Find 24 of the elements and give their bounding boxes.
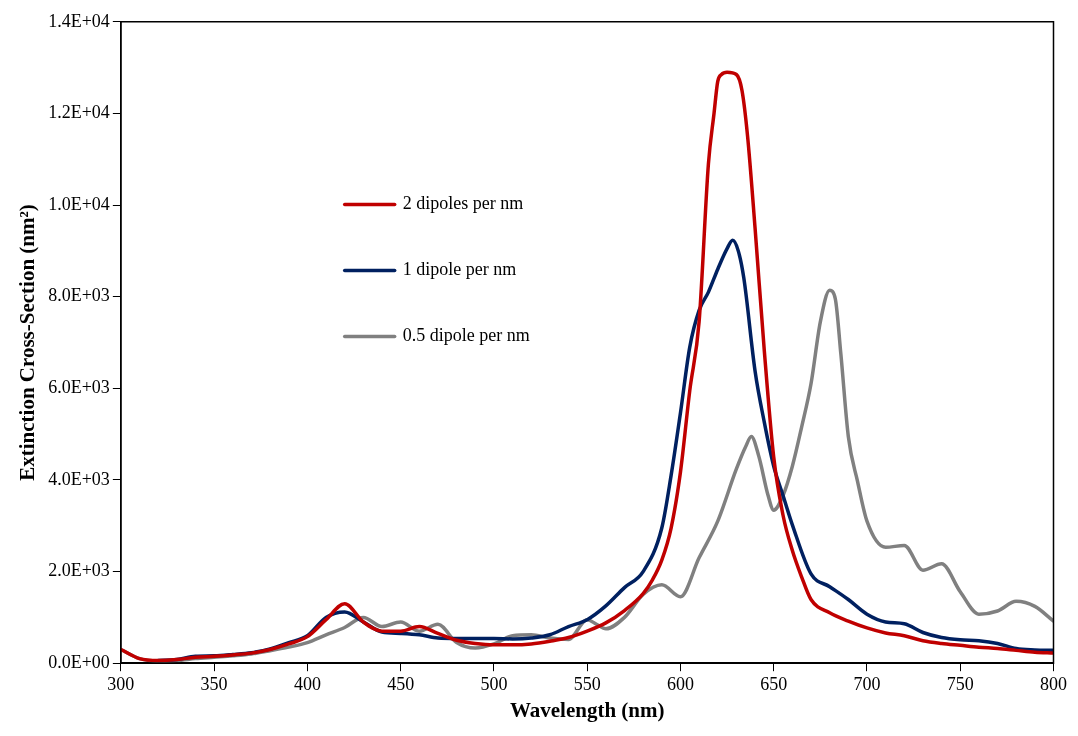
x-tick-label: 600 — [666, 673, 694, 694]
y-tick-label: 1.0E+04 — [48, 193, 110, 214]
x-tick-label: 550 — [573, 673, 601, 694]
y-axis-title: Extinction Cross-Section (nm²) — [15, 204, 40, 481]
legend-label: 0.5 dipole per nm — [402, 325, 530, 346]
y-tick-label: 1.2E+04 — [48, 102, 110, 123]
x-tick-label: 700 — [853, 673, 881, 694]
x-tick-label: 300 — [107, 673, 135, 694]
y-tick-label: 2.0E+03 — [48, 560, 110, 581]
x-tick-label: 750 — [946, 673, 974, 694]
y-tick-label: 0.0E+00 — [48, 651, 110, 672]
y-tick-label: 1.4E+04 — [48, 10, 110, 31]
x-tick-label: 450 — [387, 673, 415, 694]
x-tick-label: 500 — [480, 673, 508, 694]
y-tick-label: 4.0E+03 — [48, 468, 110, 489]
legend-label: 1 dipole per nm — [402, 259, 517, 280]
x-tick-label: 800 — [1040, 673, 1067, 694]
y-tick-label: 6.0E+03 — [48, 377, 110, 398]
legend-label: 2 dipoles per nm — [402, 193, 524, 214]
x-axis-title: Wavelength (nm) — [509, 697, 665, 722]
y-tick-label: 8.0E+03 — [48, 285, 110, 306]
x-tick-label: 350 — [200, 673, 228, 694]
x-tick-label: 650 — [760, 673, 788, 694]
x-tick-label: 400 — [293, 673, 321, 694]
